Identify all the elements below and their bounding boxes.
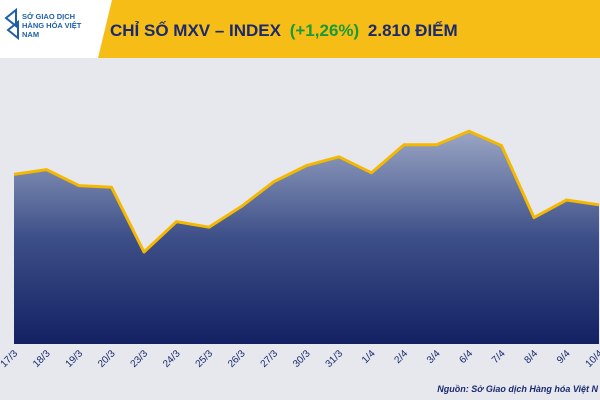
source: Nguồn: Sở Giao dịch Hàng hóa Việt N [437,384,598,394]
logo-wrap: SỞ GIAO DỊCH HÀNG HÓA VIỆT NAM [22,12,82,39]
chart-title: CHỈ SỐ MXV – INDEX (+1,26%) 2.810 ĐIỂM [110,20,458,40]
logo-mark [4,7,19,41]
area [14,131,599,344]
title-value: 2.810 ĐIỂM [368,21,458,40]
line [13,129,600,254]
logo-box [0,0,112,58]
title-change: (+1,26%) [290,21,359,40]
title-main: CHỈ SỐ MXV – INDEX [110,20,282,40]
logo-text: SỞ GIAO DỊCH HÀNG HÓA VIỆT NAM [22,12,82,39]
